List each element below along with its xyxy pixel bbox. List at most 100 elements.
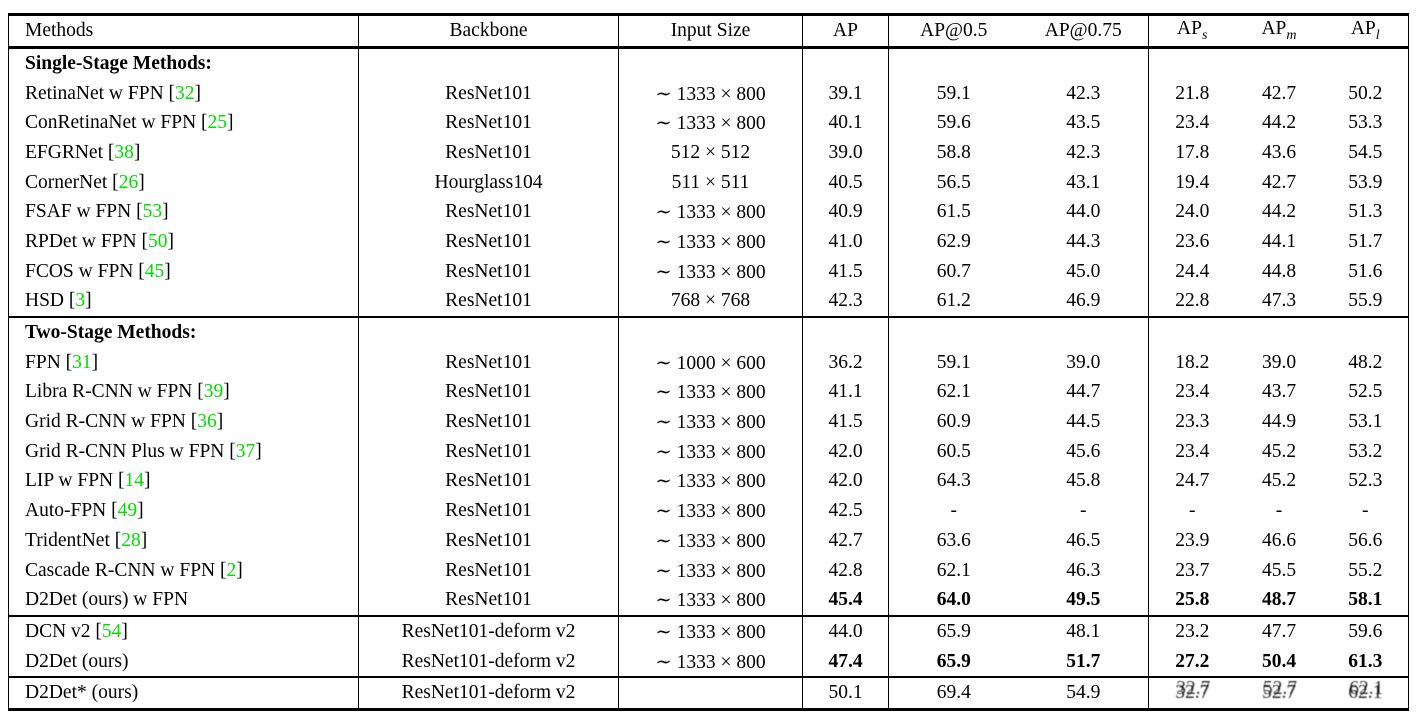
table-row: FCOS w FPN [45] ResNet101 ∼ 1333 × 800 41.5… [8, 256, 1409, 287]
metric-cell: 43.6 [1261, 141, 1297, 163]
method-cell: TridentNet [28] [8, 526, 359, 556]
metric-cell: - [1362, 500, 1369, 522]
metric-cell: 59.1 [936, 82, 971, 104]
citation-ref: 38 [114, 141, 134, 163]
metric-cell: 18.2 [1175, 351, 1210, 373]
metric-cell: 53.2 [1348, 440, 1383, 462]
metric-cell: 62.9 [936, 230, 971, 252]
metric-cell: 23.2 [1148, 615, 1236, 647]
method-cell: Grid R-CNN Plus w FPN [37] [8, 436, 359, 467]
metric-cell: 45.2 [1261, 440, 1297, 462]
metric-cell: 42.8 [802, 555, 889, 586]
metric-cell: 50.1 [802, 676, 889, 710]
metric-cell: 52.5 [1348, 381, 1383, 403]
metric-cell: 43.7 [1261, 381, 1297, 403]
metric-cell: 23.4 [1175, 381, 1210, 403]
metric-cell [802, 316, 889, 348]
header-row: Methods Backbone Input Size AP AP@0.5 AP@0.75… [8, 14, 1409, 49]
column-header-input-size: Input Size [618, 14, 803, 49]
method-cell: ConRetinaNet w FPN [25] [8, 108, 359, 139]
metric-cell [802, 47, 889, 79]
citation-ref: 50 [147, 230, 168, 252]
metric-cell: 39.0 [1261, 351, 1297, 373]
metric-cell: 44.5 [1018, 407, 1149, 437]
metric-cell: 51.6 [1348, 260, 1383, 282]
metric-cell: 59.6 [1322, 615, 1409, 647]
citation-ref: 28 [121, 529, 141, 551]
citation-ref: 26 [118, 171, 139, 193]
table-row: RPDet w FPN [50] ResNet101 ∼ 1333 × 800 41.… [8, 227, 1409, 257]
input-size-cell: ∼ 1333 × 800 [618, 585, 803, 617]
table-row: HSD [3] ResNet101 768 × 768 42.3 61.2 46.9 22.… [8, 286, 1409, 318]
metric-cell: 65.9 [888, 615, 1019, 647]
metric-cell: 55.2 [1348, 559, 1383, 581]
input-size-cell: 511 × 511 [618, 167, 803, 198]
metric-cell: 60.9 [936, 411, 971, 433]
column-header-ap-large: APl [1322, 14, 1409, 49]
metric-cell: 44.8 [1261, 260, 1297, 282]
metric-cell [1149, 48, 1236, 79]
input-size-cell [618, 47, 803, 79]
column-header-ap: AP [802, 14, 889, 49]
backbone-cell: ResNet101 [358, 197, 619, 228]
metric-cell: 44.7 [1018, 377, 1149, 408]
citation-ref: 54 [101, 620, 122, 642]
citation-ref: 53 [142, 201, 163, 223]
table-body: Single-Stage Methods: RetinaNet w FPN [32… [8, 47, 1409, 710]
metric-cell: 59.1 [936, 351, 971, 373]
method-cell: FPN [31] [8, 347, 359, 378]
metric-cell: 50.2 [1348, 82, 1383, 104]
metric-cell: 44.1 [1261, 230, 1297, 252]
metric-cell: 64.3 [936, 470, 971, 492]
table-row: FSAF w FPN [53] ResNet101 ∼ 1333 × 800 40.9… [8, 197, 1409, 228]
metric-cell [1236, 48, 1323, 79]
citation-ref: 31 [72, 351, 92, 373]
metric-cell: 61.2 [936, 290, 971, 312]
metric-cell: 23.4 [1175, 112, 1210, 134]
metric-cell: 46.5 [1018, 526, 1149, 556]
metric-cell: 43.1 [1018, 167, 1149, 198]
input-size-cell [618, 316, 803, 348]
glitched-metric: 32.7 32.7 [1175, 678, 1211, 704]
column-header-subscript: m [1286, 26, 1297, 43]
method-cell: Single-Stage Methods: [8, 47, 359, 79]
metric-cell [1322, 316, 1409, 348]
method-cell: CornerNet [26] [8, 167, 359, 198]
metric-cell: 25.8 [1175, 589, 1210, 611]
metric-cell: 32.7 32.7 [1148, 676, 1236, 710]
metric-cell: 62.1 [936, 381, 971, 403]
metric-cell: 41.5 [802, 256, 889, 287]
input-size-cell: ∼ 1333 × 800 [618, 256, 803, 287]
metric-cell: 48.2 [1348, 351, 1383, 373]
table-row: D2Det* (ours) ResNet101-deform v2 50.1 69.4… [8, 676, 1409, 710]
input-size-cell: ∼ 1333 × 800 [618, 108, 803, 139]
metric-cell: 47.7 [1235, 615, 1323, 647]
column-header-ap-small: APs [1148, 14, 1236, 49]
table-row: DCN v2 [54] ResNet101-deform v2 ∼ 1333 × 8… [8, 615, 1409, 647]
method-cell: FSAF w FPN [53] [8, 197, 359, 228]
backbone-cell: ResNet101 [358, 227, 619, 257]
metric-cell: 52.7 52.7 [1235, 676, 1323, 710]
metric-cell: 42.3 [1018, 78, 1149, 109]
metric-cell: 47.4 [802, 646, 889, 678]
metric-cell: 21.8 [1175, 82, 1210, 104]
metric-cell: - [1018, 496, 1149, 526]
section-title: Single-Stage Methods: [25, 52, 212, 74]
table-row: FPN [31] ResNet101 ∼ 1000 × 600 36.2 59.1 39.… [8, 347, 1409, 378]
metric-cell [889, 48, 1019, 79]
metric-cell: 24.0 [1175, 201, 1210, 223]
metric-cell: 62.1 62.1 [1322, 676, 1409, 710]
metric-cell: - [950, 500, 958, 522]
backbone-cell: ResNet101-deform v2 [358, 615, 619, 647]
metric-cell: 60.7 [936, 260, 971, 282]
table-header: Methods Backbone Input Size AP AP@0.5 AP@0.75… [8, 14, 1409, 49]
method-cell: Two-Stage Methods: [8, 316, 359, 348]
metric-cell: 62.1 [936, 559, 971, 581]
metric-cell: 56.5 [936, 171, 971, 193]
input-size-cell: 768 × 768 [618, 286, 803, 318]
table-row: Grid R-CNN Plus w FPN [37] ResNet101 ∼ 133… [8, 436, 1409, 467]
metric-cell: 44.2 [1261, 201, 1297, 223]
method-cell: Grid R-CNN w FPN [36] [8, 407, 359, 437]
backbone-cell: ResNet101-deform v2 [358, 646, 619, 678]
input-size-cell: ∼ 1333 × 800 [618, 197, 803, 228]
